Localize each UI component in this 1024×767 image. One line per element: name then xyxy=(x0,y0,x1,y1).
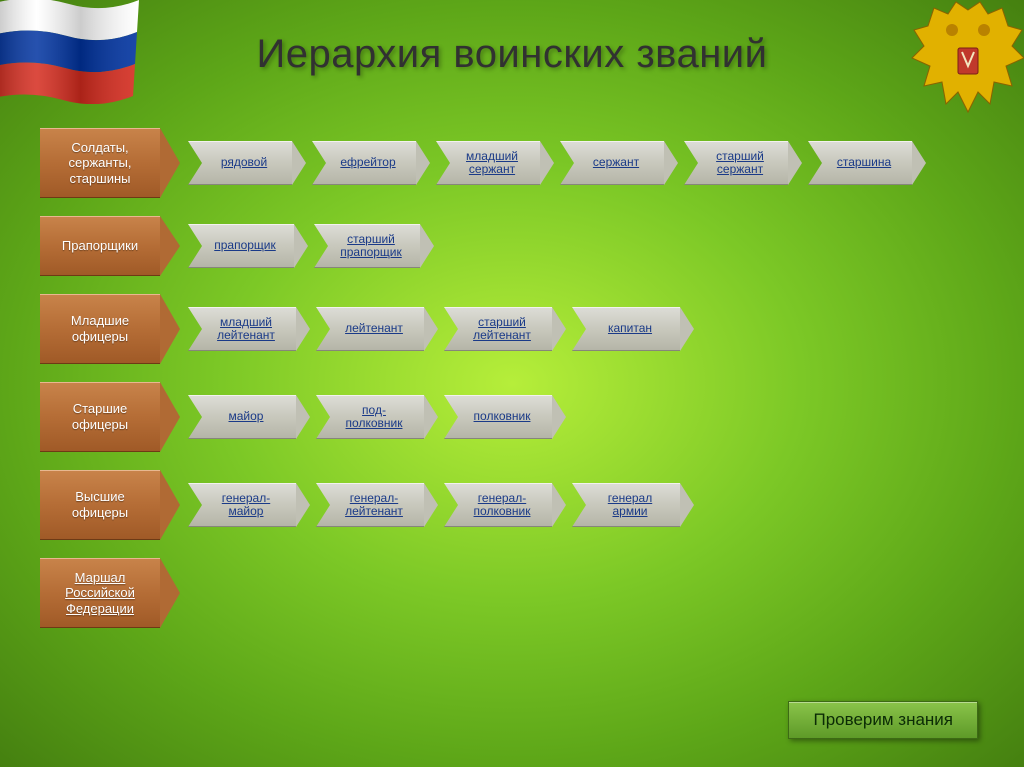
rank-label: генерал- майор xyxy=(188,483,296,527)
chevron-tip-icon xyxy=(160,216,180,276)
category-label: Прапорщики xyxy=(40,216,160,276)
chevron-tip-icon xyxy=(160,382,180,452)
chevron-tip-icon xyxy=(296,395,310,439)
category-chevron: Старшие офицеры xyxy=(40,382,180,452)
rank-chevron[interactable]: сержант xyxy=(560,141,678,185)
rank-label: младший лейтенант xyxy=(188,307,296,351)
category-label: Солдаты, сержанты, старшины xyxy=(40,128,160,198)
rank-label: майор xyxy=(188,395,296,439)
rank-chevron[interactable]: генерал- майор xyxy=(188,483,310,527)
category-label: Младшие офицеры xyxy=(40,294,160,364)
rank-chevron[interactable]: генерал- полковник xyxy=(444,483,566,527)
rank-chevron[interactable]: генерал армии xyxy=(572,483,694,527)
rank-chevron[interactable]: старший лейтенант xyxy=(444,307,566,351)
rank-label: ефрейтор xyxy=(312,141,416,185)
check-knowledge-button[interactable]: Проверим знания xyxy=(788,701,978,739)
chevron-tip-icon xyxy=(420,224,434,268)
chevron-tip-icon xyxy=(160,558,180,628)
hierarchy-row: Высшие офицеры генерал- майор генерал- лей… xyxy=(40,470,1000,540)
rank-label: старший прапорщик xyxy=(314,224,420,268)
rank-label: прапорщик xyxy=(188,224,294,268)
hierarchy-row: Солдаты, сержанты, старшины рядовой ефрейт… xyxy=(40,128,1000,198)
chevron-tip-icon xyxy=(294,224,308,268)
hierarchy-rows: Солдаты, сержанты, старшины рядовой ефрейт… xyxy=(40,128,1000,646)
chevron-tip-icon xyxy=(296,307,310,351)
rank-label: полковник xyxy=(444,395,552,439)
category-chevron: Младшие офицеры xyxy=(40,294,180,364)
rank-label: под- полковник xyxy=(316,395,424,439)
rank-chevron[interactable]: младший сержант xyxy=(436,141,554,185)
chevron-tip-icon xyxy=(160,470,180,540)
hierarchy-row: Старшие офицеры майор под- полковник полков… xyxy=(40,382,1000,452)
rank-label: рядовой xyxy=(188,141,292,185)
rank-label: генерал армии xyxy=(572,483,680,527)
chevron-tip-icon xyxy=(680,483,694,527)
rank-label: младший сержант xyxy=(436,141,540,185)
category-chevron[interactable]: Маршал Российской Федерации xyxy=(40,558,180,628)
hierarchy-row: Маршал Российской Федерации xyxy=(40,558,1000,628)
chevron-tip-icon xyxy=(552,483,566,527)
rank-chevron[interactable]: под- полковник xyxy=(316,395,438,439)
slide-title: Иерархия воинских званий xyxy=(0,32,1024,77)
category-chevron: Прапорщики xyxy=(40,216,180,276)
chevron-tip-icon xyxy=(160,128,180,198)
category-label: Маршал Российской Федерации xyxy=(40,558,160,628)
rank-chevron[interactable]: капитан xyxy=(572,307,694,351)
rank-chevron[interactable]: полковник xyxy=(444,395,566,439)
chevron-tip-icon xyxy=(160,294,180,364)
chevron-tip-icon xyxy=(552,307,566,351)
rank-label: старший сержант xyxy=(684,141,788,185)
chevron-tip-icon xyxy=(424,483,438,527)
rank-chevron[interactable]: рядовой xyxy=(188,141,306,185)
slide-stage: Иерархия воинских званий Солдаты, сержан… xyxy=(0,0,1024,767)
rank-chevron[interactable]: лейтенант xyxy=(316,307,438,351)
chevron-tip-icon xyxy=(424,395,438,439)
chevron-tip-icon xyxy=(540,141,554,185)
chevron-tip-icon xyxy=(292,141,306,185)
chevron-tip-icon xyxy=(788,141,802,185)
hierarchy-row: Младшие офицеры младший лейтенант лейтенан… xyxy=(40,294,1000,364)
rank-label: капитан xyxy=(572,307,680,351)
rank-label: старшина xyxy=(808,141,912,185)
rank-chevron[interactable]: прапорщик xyxy=(188,224,308,268)
rank-chevron[interactable]: старший прапорщик xyxy=(314,224,434,268)
category-label: Высшие офицеры xyxy=(40,470,160,540)
chevron-tip-icon xyxy=(416,141,430,185)
rank-chevron[interactable]: майор xyxy=(188,395,310,439)
rank-chevron[interactable]: генерал- лейтенант xyxy=(316,483,438,527)
rank-chevron[interactable]: старшина xyxy=(808,141,926,185)
rank-label: сержант xyxy=(560,141,664,185)
rank-label: старший лейтенант xyxy=(444,307,552,351)
chevron-tip-icon xyxy=(912,141,926,185)
hierarchy-row: Прапорщики прапорщик старший прапорщик xyxy=(40,216,1000,276)
chevron-tip-icon xyxy=(296,483,310,527)
chevron-tip-icon xyxy=(680,307,694,351)
rank-chevron[interactable]: младший лейтенант xyxy=(188,307,310,351)
category-label: Старшие офицеры xyxy=(40,382,160,452)
rank-label: генерал- лейтенант xyxy=(316,483,424,527)
rank-label: генерал- полковник xyxy=(444,483,552,527)
category-chevron: Высшие офицеры xyxy=(40,470,180,540)
chevron-tip-icon xyxy=(424,307,438,351)
rank-chevron[interactable]: старший сержант xyxy=(684,141,802,185)
rank-label: лейтенант xyxy=(316,307,424,351)
rank-chevron[interactable]: ефрейтор xyxy=(312,141,430,185)
chevron-tip-icon xyxy=(552,395,566,439)
chevron-tip-icon xyxy=(664,141,678,185)
category-chevron: Солдаты, сержанты, старшины xyxy=(40,128,180,198)
